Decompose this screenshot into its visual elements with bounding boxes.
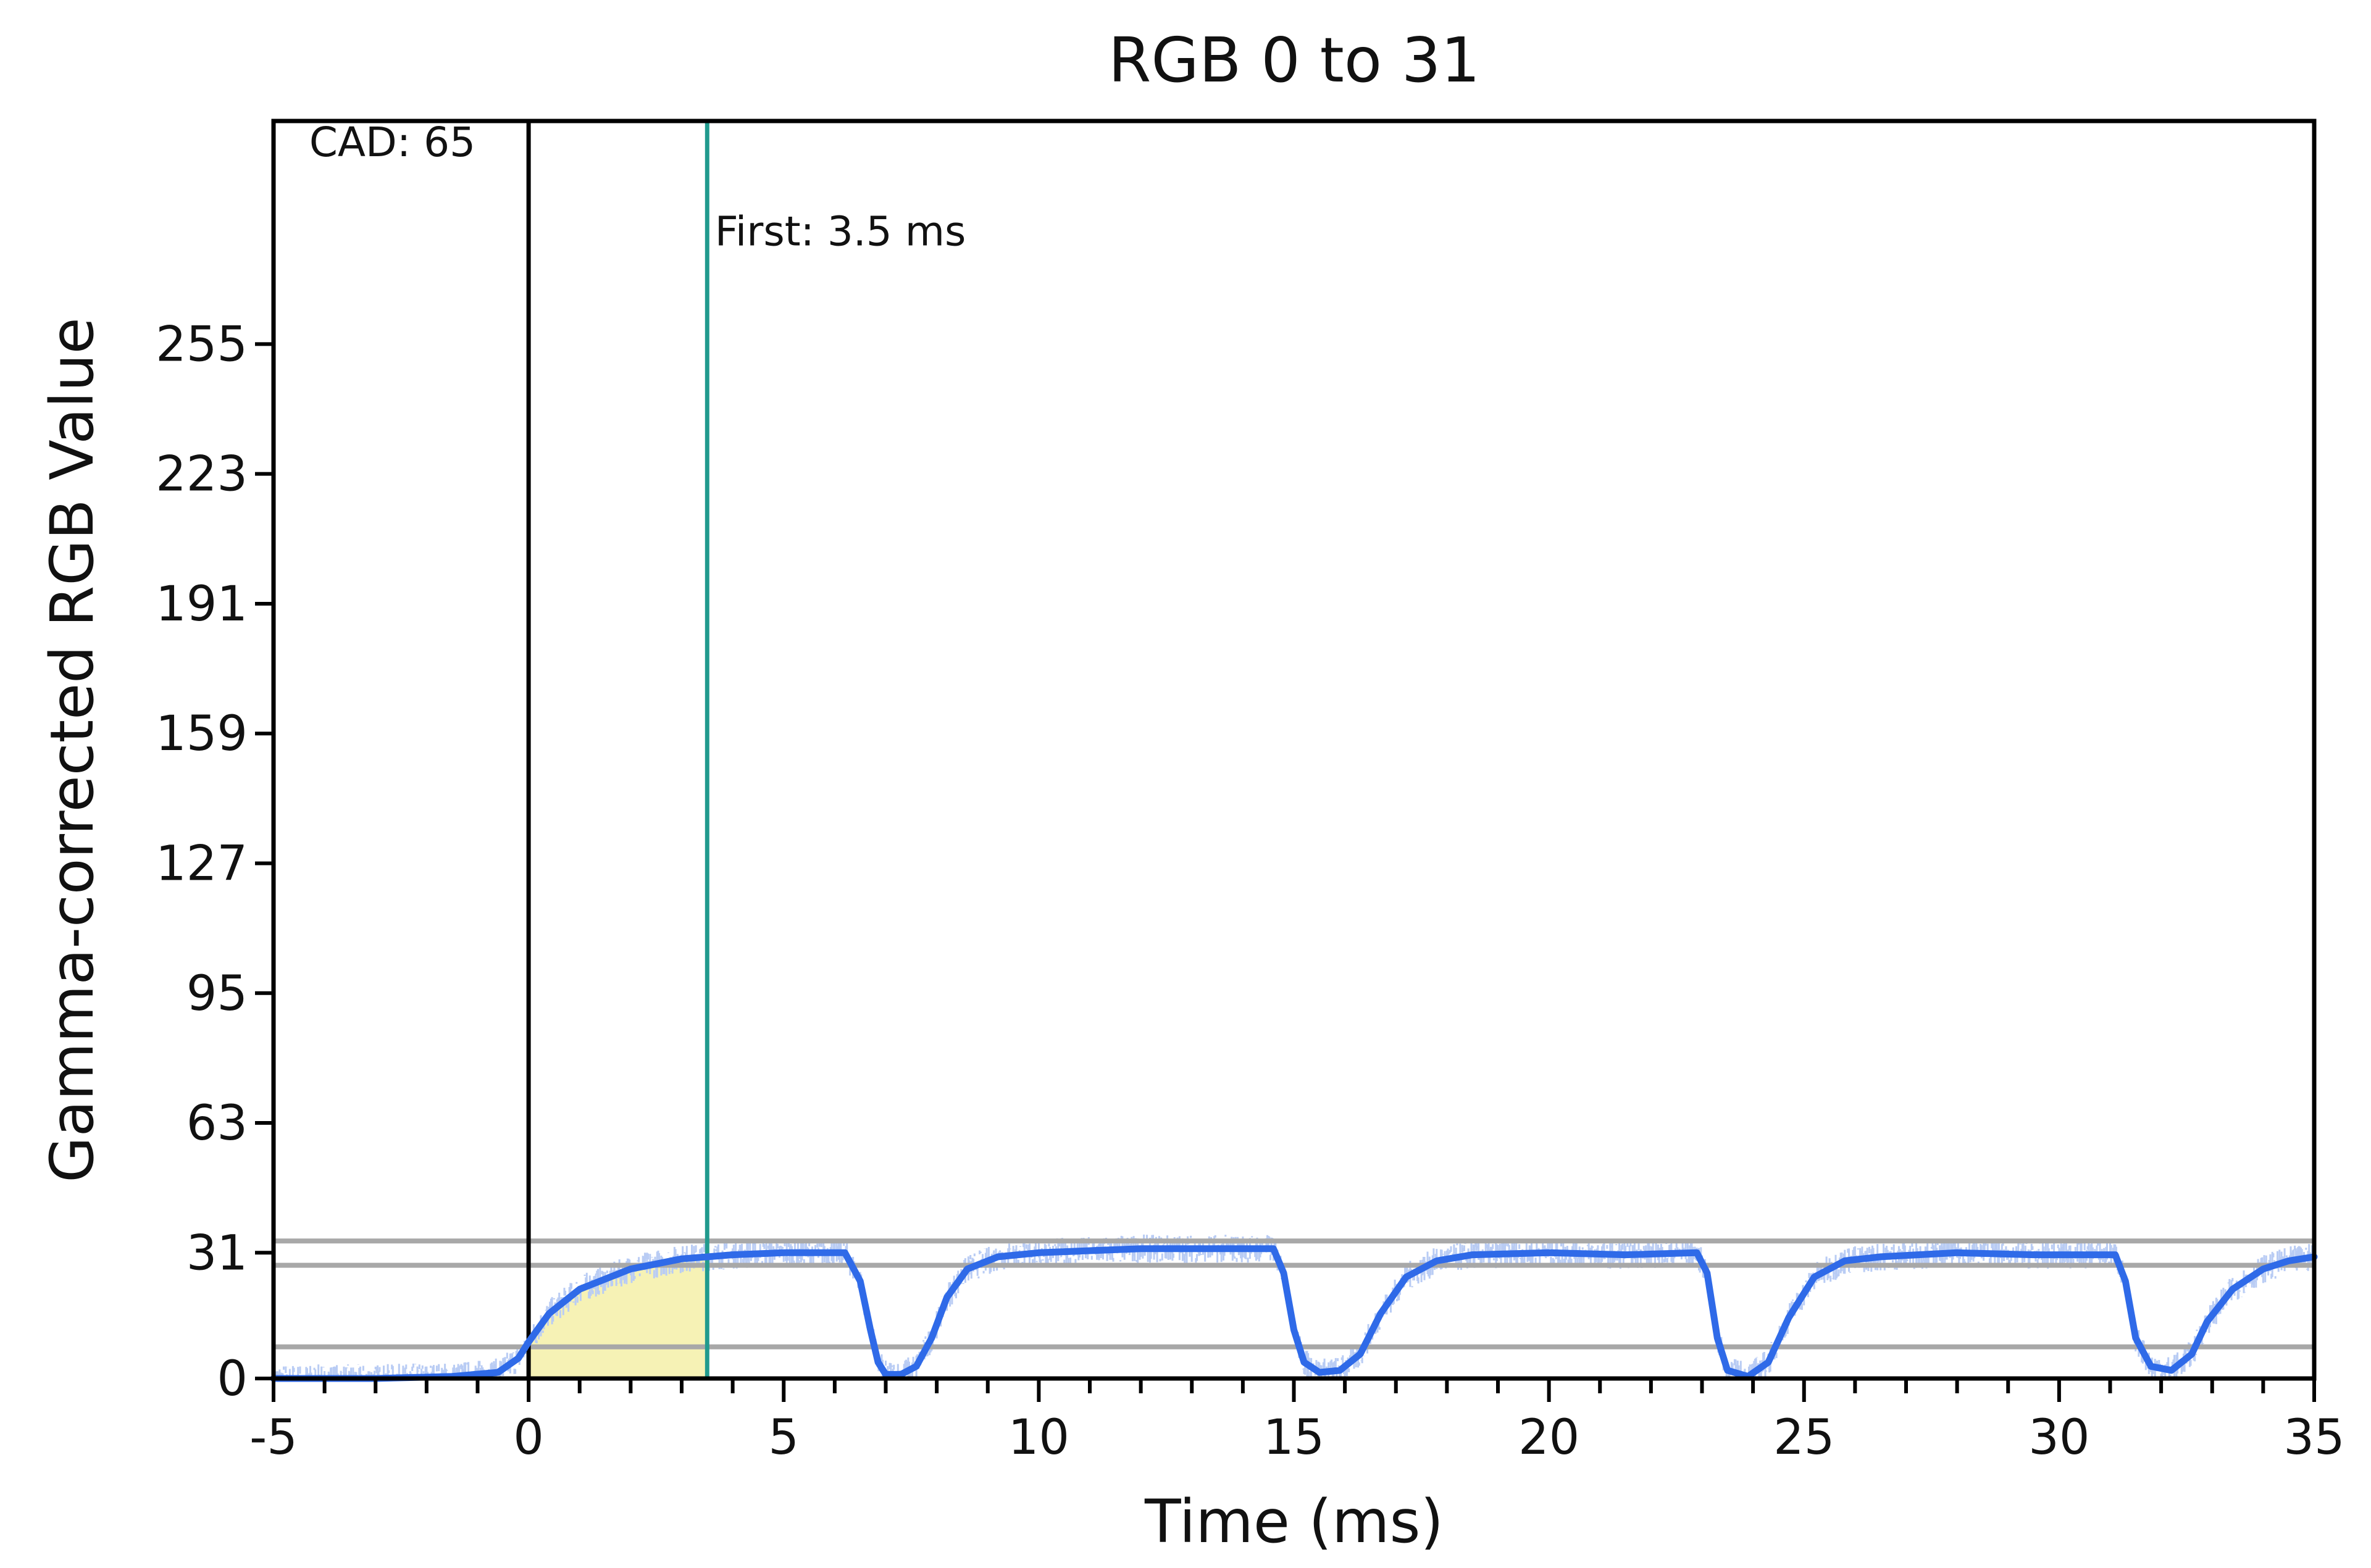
x-tick-label: 5 xyxy=(768,1410,799,1466)
first-response-annotation: First: 3.5 ms xyxy=(715,207,966,255)
y-axis-label: Gamma-corrected RGB Value xyxy=(38,317,107,1182)
x-tick-label: 10 xyxy=(1008,1410,1069,1466)
y-tick-label: 159 xyxy=(156,706,248,762)
y-tick-label: 223 xyxy=(156,447,248,503)
x-axis: -5 0 5 10 15 20 25 30 35 xyxy=(249,1378,2345,1466)
x-tick-label: 35 xyxy=(2283,1410,2344,1466)
y-tick-label: 31 xyxy=(186,1225,248,1281)
y-tick-label: 191 xyxy=(156,577,248,632)
x-tick-label: 30 xyxy=(2028,1410,2089,1466)
y-tick-label: 95 xyxy=(186,966,248,1022)
series-layer xyxy=(270,1245,2318,1382)
x-tick-label: 20 xyxy=(1518,1410,1579,1466)
y-tick-label: 63 xyxy=(186,1096,248,1151)
x-tick-label: -5 xyxy=(249,1410,298,1466)
x-tick-label: 15 xyxy=(1263,1410,1324,1466)
y-axis: 0 31 63 95 127 159 191 223 255 xyxy=(156,317,274,1407)
x-tick-label: 25 xyxy=(1773,1410,1834,1466)
time-markers xyxy=(526,121,709,1378)
x-axis-label: Time (ms) xyxy=(1144,1487,1444,1556)
y-tick-label: 0 xyxy=(217,1351,248,1407)
y-tick-label: 127 xyxy=(156,836,248,891)
chart-title: RGB 0 to 31 xyxy=(1108,24,1480,96)
reference-lines xyxy=(274,1238,2314,1349)
annotations: CAD: 65 First: 3.5 ms xyxy=(309,119,966,256)
y-tick-label: 255 xyxy=(156,317,248,372)
x-tick-label: 0 xyxy=(513,1410,544,1466)
smoothed-series-line xyxy=(270,1245,2318,1382)
cad-annotation: CAD: 65 xyxy=(309,119,475,166)
